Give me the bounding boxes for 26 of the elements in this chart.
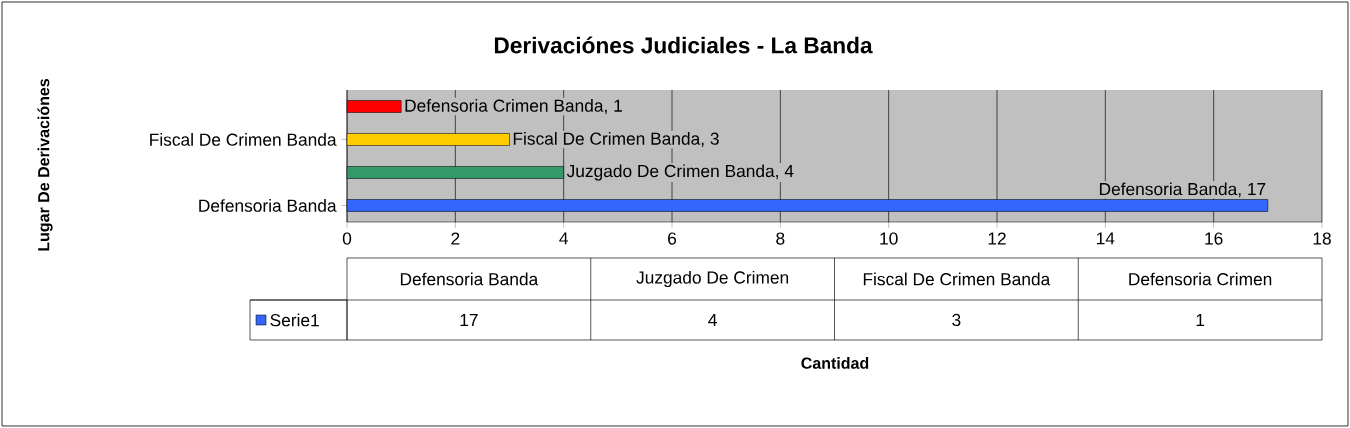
x-tick-label: 0 <box>342 232 352 245</box>
data-label: Defensoria Banda, 17 <box>1099 182 1266 198</box>
text: 1 <box>1196 314 1205 326</box>
x-tick-label: 4 <box>559 232 568 245</box>
text: Cantidad <box>801 357 869 369</box>
data-label: Defensoria Crimen Banda, 1 <box>405 99 622 114</box>
data-label: Juzgado De Crimen Banda, 4 <box>566 164 794 181</box>
text: Fiscal De Crimen Banda <box>863 272 1051 286</box>
text: Defensoria Banda <box>400 272 539 286</box>
chart-title: Derivaciónes Judiciales - La Banda <box>494 36 873 54</box>
x-tick-label: 12 <box>988 232 1006 245</box>
data-label: Fiscal De Crimen Banda, 3 <box>513 132 719 147</box>
x-tick-label: 6 <box>668 232 677 245</box>
text: 3 <box>952 313 961 327</box>
x-tick-label: 10 <box>880 232 898 245</box>
text: Juzgado De Crimen <box>636 270 789 288</box>
x-tick-label: 2 <box>451 232 460 245</box>
text: 4 <box>708 314 717 326</box>
legend-label: Serie1 <box>270 313 319 327</box>
text: 17 <box>460 314 478 326</box>
x-tick-label: 14 <box>1097 232 1115 245</box>
x-tick-label: 8 <box>776 232 785 245</box>
text: Defensoria Crimen <box>1129 272 1272 286</box>
x-tick-label: 16 <box>1205 232 1223 245</box>
x-tick-label: 18 <box>1313 232 1331 245</box>
text: Lugar De Derivaciónes <box>37 78 53 251</box>
